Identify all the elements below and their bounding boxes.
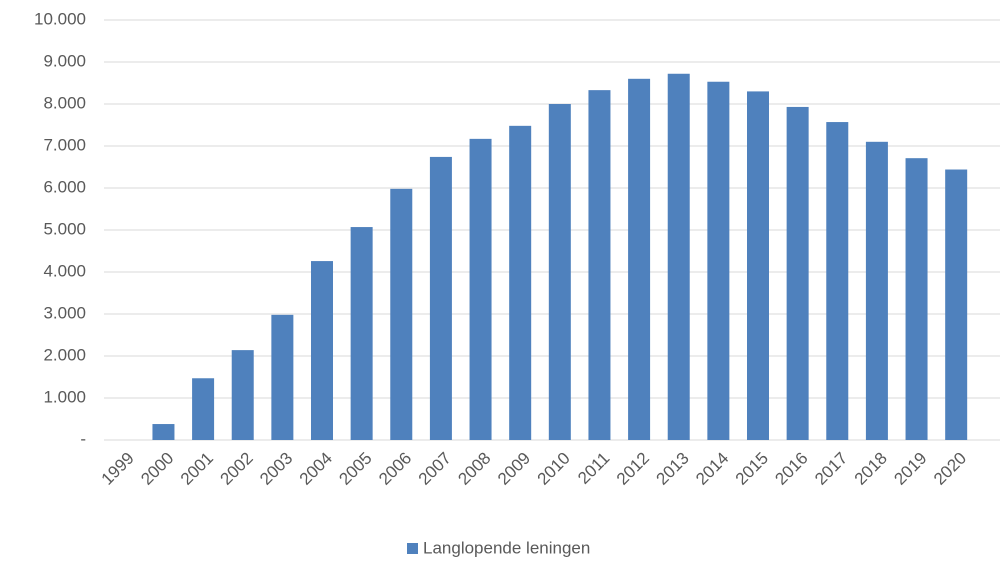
x-tick-label: 2016: [771, 449, 811, 489]
bar: [271, 314, 294, 440]
x-tick-label: 2015: [732, 449, 772, 489]
x-tick-label: 2020: [930, 449, 970, 489]
x-tick-label: 2001: [177, 449, 217, 489]
x-tick-label: 2010: [534, 449, 574, 489]
legend-label: Langlopende leningen: [423, 538, 590, 557]
y-tick-label: 1.000: [43, 387, 86, 406]
x-tick-label: 2017: [811, 449, 851, 489]
x-tick-label: 2003: [256, 449, 296, 489]
bar: [826, 122, 849, 440]
bar: [231, 350, 254, 440]
x-tick-label: 2011: [574, 449, 613, 488]
y-tick-label: 2.000: [43, 345, 86, 364]
bar: [548, 104, 571, 440]
x-tick-label: 2012: [613, 449, 653, 489]
bar: [429, 156, 452, 441]
y-tick-label: 3.000: [43, 303, 86, 322]
bar: [469, 138, 492, 441]
x-tick-label: 2014: [692, 449, 732, 489]
x-tick-label: 2018: [851, 449, 891, 489]
x-tick-label: 2019: [890, 449, 930, 489]
x-tick-label: 2000: [137, 449, 177, 489]
x-tick-label: 2005: [335, 449, 375, 489]
legend-swatch: [407, 543, 418, 554]
y-tick-label: -: [80, 429, 86, 448]
x-tick-label: 2008: [454, 449, 494, 489]
y-tick-label: 8.000: [43, 93, 86, 112]
x-tick-label: 2006: [375, 449, 415, 489]
bar: [152, 424, 175, 440]
bar: [509, 125, 532, 440]
y-tick-label: 9.000: [43, 51, 86, 70]
bar: [350, 227, 373, 440]
bar: [311, 261, 333, 440]
bar: [390, 188, 413, 440]
bar: [628, 78, 651, 441]
y-tick-label: 5.000: [43, 219, 86, 238]
y-tick-label: 6.000: [43, 177, 86, 196]
bar: [945, 169, 968, 440]
bar: [588, 90, 611, 440]
bar: [667, 73, 690, 440]
y-tick-label: 4.000: [43, 261, 86, 280]
bar: [786, 106, 809, 440]
x-tick-label: 2007: [415, 449, 455, 489]
x-tick-label: 2004: [296, 449, 336, 489]
x-tick-label: 2009: [494, 449, 534, 489]
bar: [905, 158, 928, 440]
x-tick-label: 2002: [217, 449, 257, 489]
x-tick-label: 1999: [98, 449, 138, 489]
y-tick-label: 10.000: [34, 9, 86, 28]
bar: [192, 378, 215, 440]
bar: [747, 91, 769, 441]
bar: [865, 141, 888, 441]
bar: [707, 81, 730, 441]
y-tick-label: 7.000: [43, 135, 86, 154]
x-tick-label: 2013: [653, 449, 693, 489]
